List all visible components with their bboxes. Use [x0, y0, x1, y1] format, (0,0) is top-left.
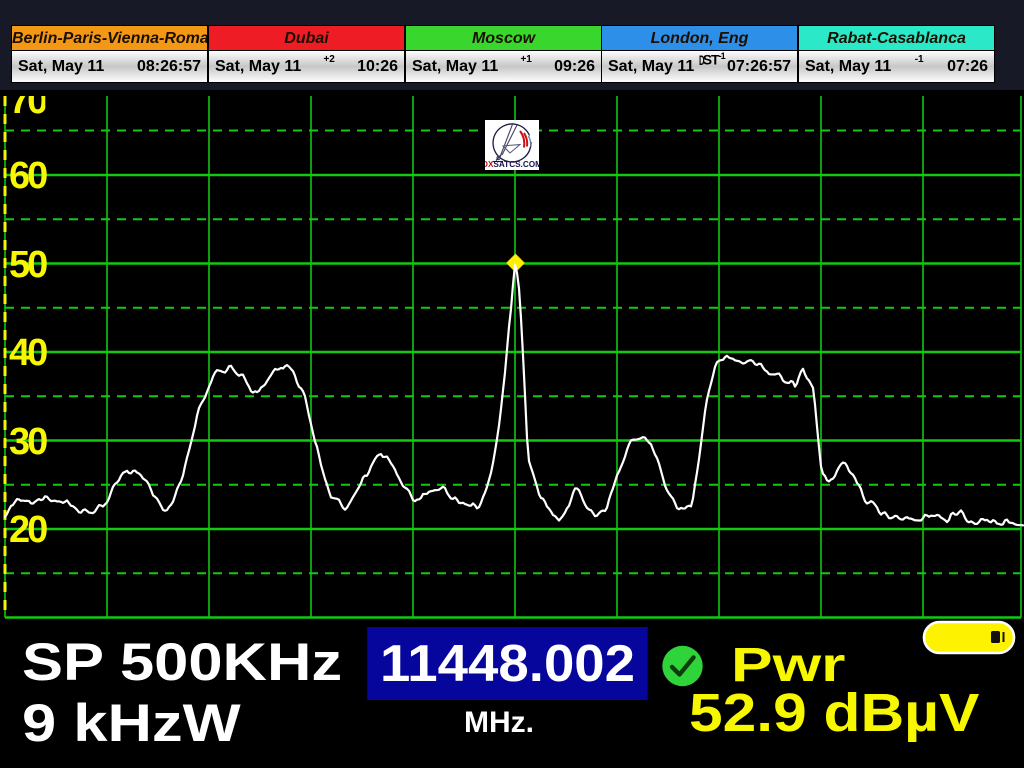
svg-text:DXSATCS.COM: DXSATCS.COM — [485, 160, 539, 169]
